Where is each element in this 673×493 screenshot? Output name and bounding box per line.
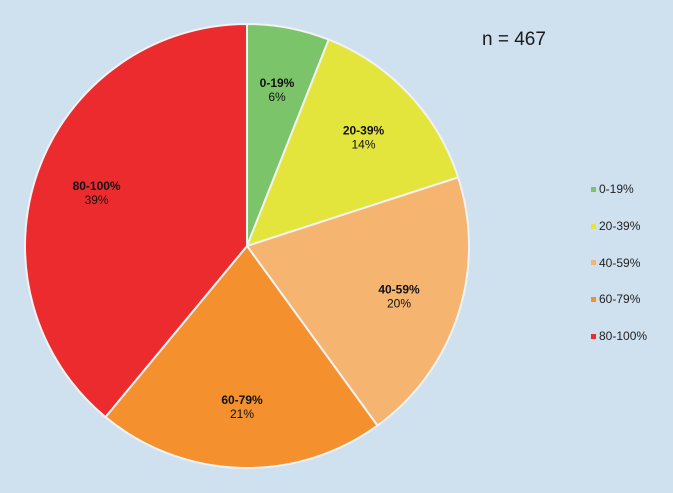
legend-swatch-3 — [591, 296, 596, 302]
legend-label-0: 0-19% — [599, 182, 634, 197]
slice-category-label-0: 0-19% — [260, 76, 295, 90]
legend-item-2: 40-59% — [591, 244, 647, 281]
legend: 0-19% 20-39% 40-59% 60-79% 80-100% — [591, 171, 647, 354]
slice-category-label-3: 60-79% — [221, 393, 263, 407]
slice-value-label-1: 14% — [351, 138, 375, 152]
legend-item-4: 80-100% — [591, 318, 647, 355]
slice-category-label-1: 20-39% — [343, 124, 385, 138]
pie-slice-3 — [104, 244, 379, 469]
legend-label-1: 20-39% — [599, 219, 641, 234]
pie-slice-2 — [245, 176, 470, 427]
legend-swatch-2 — [591, 260, 596, 266]
legend-item-3: 60-79% — [591, 281, 647, 318]
slice-value-label-4: 39% — [85, 193, 109, 207]
slice-category-label-2: 40-59% — [378, 282, 420, 296]
slice-category-label-4: 80-100% — [73, 179, 121, 193]
pie-slice-4 — [24, 22, 248, 419]
legend-swatch-1 — [591, 223, 596, 229]
legend-swatch-0 — [591, 186, 596, 192]
legend-label-4: 80-100% — [599, 329, 648, 344]
legend-item-1: 20-39% — [591, 208, 647, 245]
slice-value-label-2: 20% — [387, 296, 411, 310]
legend-item-0: 0-19% — [591, 171, 647, 208]
legend-label-3: 60-79% — [599, 292, 641, 307]
legend-swatch-4 — [591, 333, 596, 339]
legend-label-2: 40-59% — [599, 255, 641, 270]
slice-value-label-3: 21% — [230, 407, 254, 421]
sample-size-annotation: n = 467 — [482, 29, 546, 50]
slice-value-label-0: 6% — [268, 90, 286, 104]
